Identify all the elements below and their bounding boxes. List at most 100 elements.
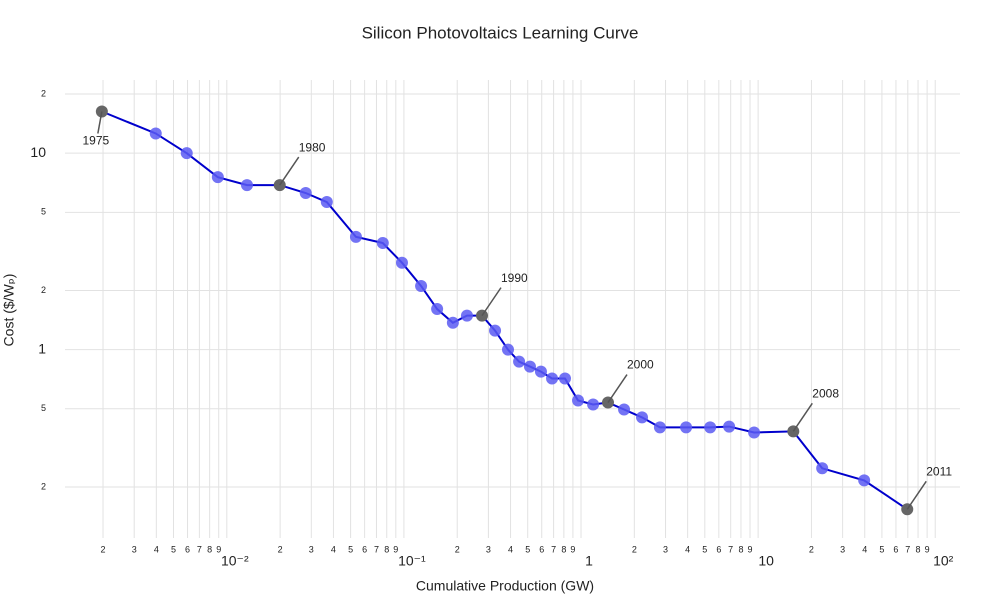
data-point	[431, 303, 444, 316]
y-tick-label: 10	[30, 144, 46, 160]
x-tick-label: 10	[758, 553, 774, 569]
x-tick-label: 5	[525, 544, 530, 554]
annotation: 2011	[926, 464, 952, 478]
x-axis-title: Cumulative Production (GW)	[416, 578, 594, 594]
x-tick-label: 9	[393, 544, 398, 554]
data-point	[240, 179, 253, 192]
y-tick-label: 2	[41, 285, 46, 295]
x-tick-label: 8	[384, 544, 389, 554]
x-tick-label: 5	[702, 544, 707, 554]
x-tick-label: 10⁻¹	[398, 553, 426, 569]
x-tick-label: 6	[185, 544, 190, 554]
y-tick-label: 2	[41, 88, 46, 98]
x-tick-label: 1	[585, 553, 593, 569]
data-point	[320, 196, 333, 209]
data-point	[489, 324, 502, 337]
annotation: 2000	[627, 358, 654, 372]
data-point	[415, 279, 428, 292]
annotation: 1975	[83, 134, 110, 148]
data-point	[299, 187, 312, 200]
annotation-arrow	[607, 374, 628, 403]
data-point	[534, 365, 547, 378]
x-tick-label: 4	[508, 544, 513, 554]
annotation-arrow	[792, 402, 813, 432]
data-point	[618, 403, 631, 416]
x-tick-label: 3	[132, 544, 137, 554]
data-point	[704, 421, 717, 434]
x-tick-label: 10²	[933, 553, 954, 569]
data-point	[587, 398, 600, 411]
data-point	[180, 147, 193, 160]
x-tick-label: 3	[840, 544, 845, 554]
x-tick-label: 4	[331, 544, 336, 554]
x-tick-label: 2	[809, 544, 814, 554]
data-point	[349, 230, 362, 243]
data-point	[523, 360, 536, 373]
x-tick-label: 6	[716, 544, 721, 554]
data-point	[559, 372, 572, 385]
data-point	[376, 237, 389, 250]
x-tick-label: 5	[879, 544, 884, 554]
data-point	[513, 355, 526, 368]
data-point	[636, 411, 649, 424]
x-tick-label: 5	[348, 544, 353, 554]
annotation: 1980	[299, 140, 326, 154]
annotation-arrow	[481, 287, 502, 317]
x-tick-label: 3	[663, 544, 668, 554]
x-tick-label: 5	[171, 544, 176, 554]
x-tick-label: 2	[632, 544, 637, 554]
data-point	[723, 420, 736, 433]
annotation: 1990	[501, 271, 528, 285]
x-tick-label: 3	[486, 544, 491, 554]
x-tick-label: 9	[216, 544, 221, 554]
data-point	[572, 394, 585, 407]
x-tick-label: 7	[551, 544, 556, 554]
x-tick-label: 8	[561, 544, 566, 554]
x-tick-label: 3	[309, 544, 314, 554]
x-tick-label: 6	[362, 544, 367, 554]
x-tick-label: 7	[374, 544, 379, 554]
x-tick-label: 7	[197, 544, 202, 554]
x-tick-label: 8	[916, 544, 921, 554]
chart-title: Silicon Photovoltaics Learning Curve	[362, 23, 639, 42]
x-tick-label: 4	[685, 544, 690, 554]
y-tick-label: 1	[38, 340, 46, 356]
data-point	[748, 426, 761, 439]
data-point	[546, 372, 559, 385]
x-tick-label: 10⁻²	[221, 553, 249, 569]
x-tick-label: 6	[893, 544, 898, 554]
data-point	[211, 171, 224, 184]
x-tick-label: 4	[862, 544, 867, 554]
annotation-arrow	[97, 111, 103, 134]
x-tick-label: 2	[278, 544, 283, 554]
annotation-arrow	[279, 156, 300, 186]
data-point	[816, 462, 829, 475]
x-tick-label: 2	[101, 544, 106, 554]
annotation-arrow	[906, 480, 927, 510]
data-point	[446, 316, 459, 329]
y-tick-label: 2	[41, 481, 46, 491]
data-point	[149, 127, 162, 140]
x-tick-label: 7	[905, 544, 910, 554]
x-tick-label: 7	[728, 544, 733, 554]
y-tick-label: 5	[41, 207, 46, 217]
x-tick-label: 4	[154, 544, 159, 554]
x-tick-label: 8	[738, 544, 743, 554]
x-tick-label: 9	[748, 544, 753, 554]
data-point	[395, 256, 408, 269]
data-line	[101, 110, 908, 511]
x-tick-label: 9	[570, 544, 575, 554]
data-point	[502, 343, 515, 356]
data-point	[858, 474, 871, 487]
data-point	[653, 421, 666, 434]
x-tick-label: 9	[925, 544, 930, 554]
x-tick-label: 2	[455, 544, 460, 554]
x-tick-label: 6	[539, 544, 544, 554]
data-point	[460, 309, 473, 322]
x-tick-label: 8	[207, 544, 212, 554]
data-point	[680, 421, 693, 434]
y-axis-title: Cost ($/Wₚ)	[1, 274, 17, 347]
annotation: 2008	[812, 386, 839, 400]
y-tick-label: 5	[41, 403, 46, 413]
